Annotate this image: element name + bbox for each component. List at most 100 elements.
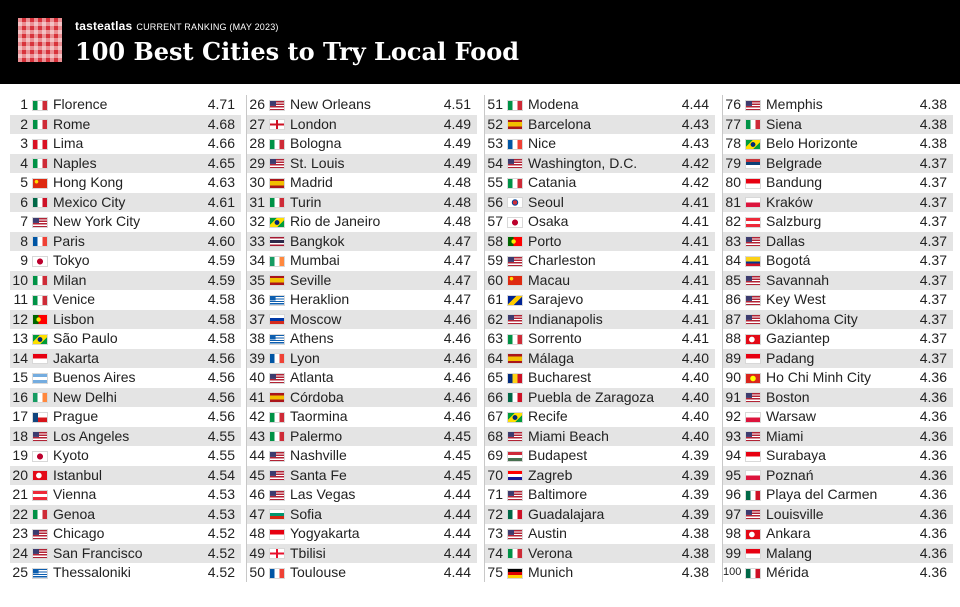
city-name: Heraklion — [290, 291, 350, 307]
ranking-row: 16 New Delhi 4.56 — [10, 387, 241, 407]
flag-bg-icon — [269, 509, 285, 520]
rank-number: 62 — [487, 310, 503, 327]
rank-number: 40 — [249, 369, 265, 385]
tasteatlas-logo-icon — [18, 18, 62, 62]
flag-gr-icon — [269, 294, 285, 306]
rank-number: 58 — [487, 232, 503, 249]
ranking-row: 73 Austin 4.38 — [485, 524, 715, 544]
ranking-row: 22 Genoa 4.53 — [10, 504, 241, 524]
rank-number: 23 — [12, 525, 28, 541]
flag-us-icon — [745, 294, 761, 306]
rank-number: 82 — [725, 213, 741, 229]
city-score: 4.60 — [207, 232, 235, 249]
city-name: Oklahoma City — [766, 310, 858, 327]
city-name: Malang — [766, 544, 812, 561]
city-name: Santa Fe — [290, 466, 347, 483]
city-score: 4.40 — [681, 349, 709, 366]
flag-tr-icon — [745, 333, 761, 345]
ranking-row: 17 Prague 4.56 — [10, 407, 241, 427]
flag-gb-icon — [269, 119, 285, 130]
city-name: Boston — [766, 388, 810, 405]
ranking-row: 36 Heraklion 4.47 — [247, 290, 477, 310]
city-score: 4.44 — [681, 96, 709, 112]
city-score: 4.44 — [443, 544, 471, 561]
city-score: 4.38 — [681, 525, 709, 541]
city-name: Athens — [290, 330, 334, 346]
city-score: 4.37 — [919, 213, 947, 229]
city-score: 4.39 — [681, 447, 709, 463]
ranking-row: 79 Belgrade 4.37 — [723, 153, 953, 173]
rank-number: 36 — [249, 291, 265, 307]
ranking-column-2: 26 New Orleans 4.51 27 London 4.49 28 Bologna 4.… — [246, 95, 477, 582]
city-name: Gaziantep — [766, 330, 830, 346]
city-score: 4.37 — [919, 310, 947, 327]
city-name: Istanbul — [53, 466, 103, 483]
flag-id-icon — [32, 353, 48, 364]
rank-number: 72 — [487, 505, 503, 522]
flag-br-icon — [269, 216, 285, 228]
city-score: 4.56 — [207, 388, 235, 405]
city-name: Sorrento — [528, 330, 582, 346]
rank-number: 83 — [725, 232, 741, 249]
rank-number: 26 — [249, 96, 265, 112]
ranking-row: 7 New York City 4.60 — [10, 212, 241, 232]
rank-number: 95 — [725, 466, 741, 483]
city-score: 4.45 — [443, 466, 471, 483]
city-name: Mumbai — [290, 252, 340, 268]
flag-at-icon — [32, 489, 48, 501]
city-name: Bogotá — [766, 252, 811, 268]
flag-it-icon — [507, 333, 523, 345]
flag-jp-icon — [507, 216, 523, 228]
city-name: Key West — [766, 291, 826, 307]
city-score: 4.40 — [681, 388, 709, 405]
ranking-row: 41 Córdoba 4.46 — [247, 387, 477, 407]
city-score: 4.42 — [681, 154, 709, 171]
rank-number: 39 — [249, 349, 265, 366]
ranking-row: 94 Surabaya 4.36 — [723, 446, 953, 466]
rank-number: 24 — [12, 544, 28, 561]
flag-cn-icon — [507, 275, 523, 286]
rank-number: 90 — [725, 369, 741, 385]
city-name: Miami Beach — [528, 427, 609, 444]
rank-number: 10 — [12, 271, 28, 288]
rank-number: 32 — [249, 213, 265, 229]
rank-number: 47 — [249, 505, 265, 522]
rank-number: 81 — [725, 193, 741, 210]
flag-co-icon — [745, 255, 761, 267]
flag-us-icon — [269, 158, 285, 169]
city-score: 4.36 — [919, 564, 947, 580]
city-score: 4.58 — [207, 310, 235, 327]
city-name: Lima — [53, 135, 84, 151]
flag-us-icon — [745, 275, 761, 286]
flag-hr-icon — [507, 470, 523, 481]
flag-it-icon — [32, 99, 48, 111]
city-name: New York City — [53, 213, 141, 229]
ranking-row: 19 Kyoto 4.55 — [10, 446, 241, 466]
ranking-row: 60 Macau 4.41 — [485, 270, 715, 290]
city-score: 4.49 — [443, 135, 471, 151]
flag-it-icon — [269, 411, 285, 423]
flag-br-icon — [745, 138, 761, 150]
flag-fr-icon — [507, 138, 523, 150]
ranking-row: 20 Istanbul 4.54 — [10, 465, 241, 485]
city-score: 4.36 — [919, 525, 947, 541]
rank-number: 18 — [12, 427, 28, 444]
city-name: Siena — [766, 115, 802, 132]
city-name: Puebla de Zaragoza — [528, 388, 655, 405]
ranking-row: 27 London 4.49 — [247, 114, 477, 134]
rank-number: 79 — [725, 154, 741, 171]
flag-it-icon — [32, 275, 48, 286]
city-name: Ho Chi Minh City — [766, 369, 872, 385]
city-score: 4.71 — [207, 96, 235, 112]
city-name: Tbilisi — [290, 544, 326, 561]
flag-mx-icon — [507, 509, 523, 520]
ranking-row: 46 Las Vegas 4.44 — [247, 485, 477, 505]
ranking-row: 18 Los Angeles 4.55 — [10, 426, 241, 446]
ranking-row: 2 Rome 4.68 — [10, 114, 241, 134]
flag-br-icon — [507, 411, 523, 423]
city-score: 4.59 — [207, 252, 235, 268]
city-score: 4.48 — [443, 174, 471, 190]
ranking-row: 78 Belo Horizonte 4.38 — [723, 134, 953, 154]
flag-es-icon — [507, 119, 523, 130]
city-score: 4.46 — [443, 349, 471, 366]
